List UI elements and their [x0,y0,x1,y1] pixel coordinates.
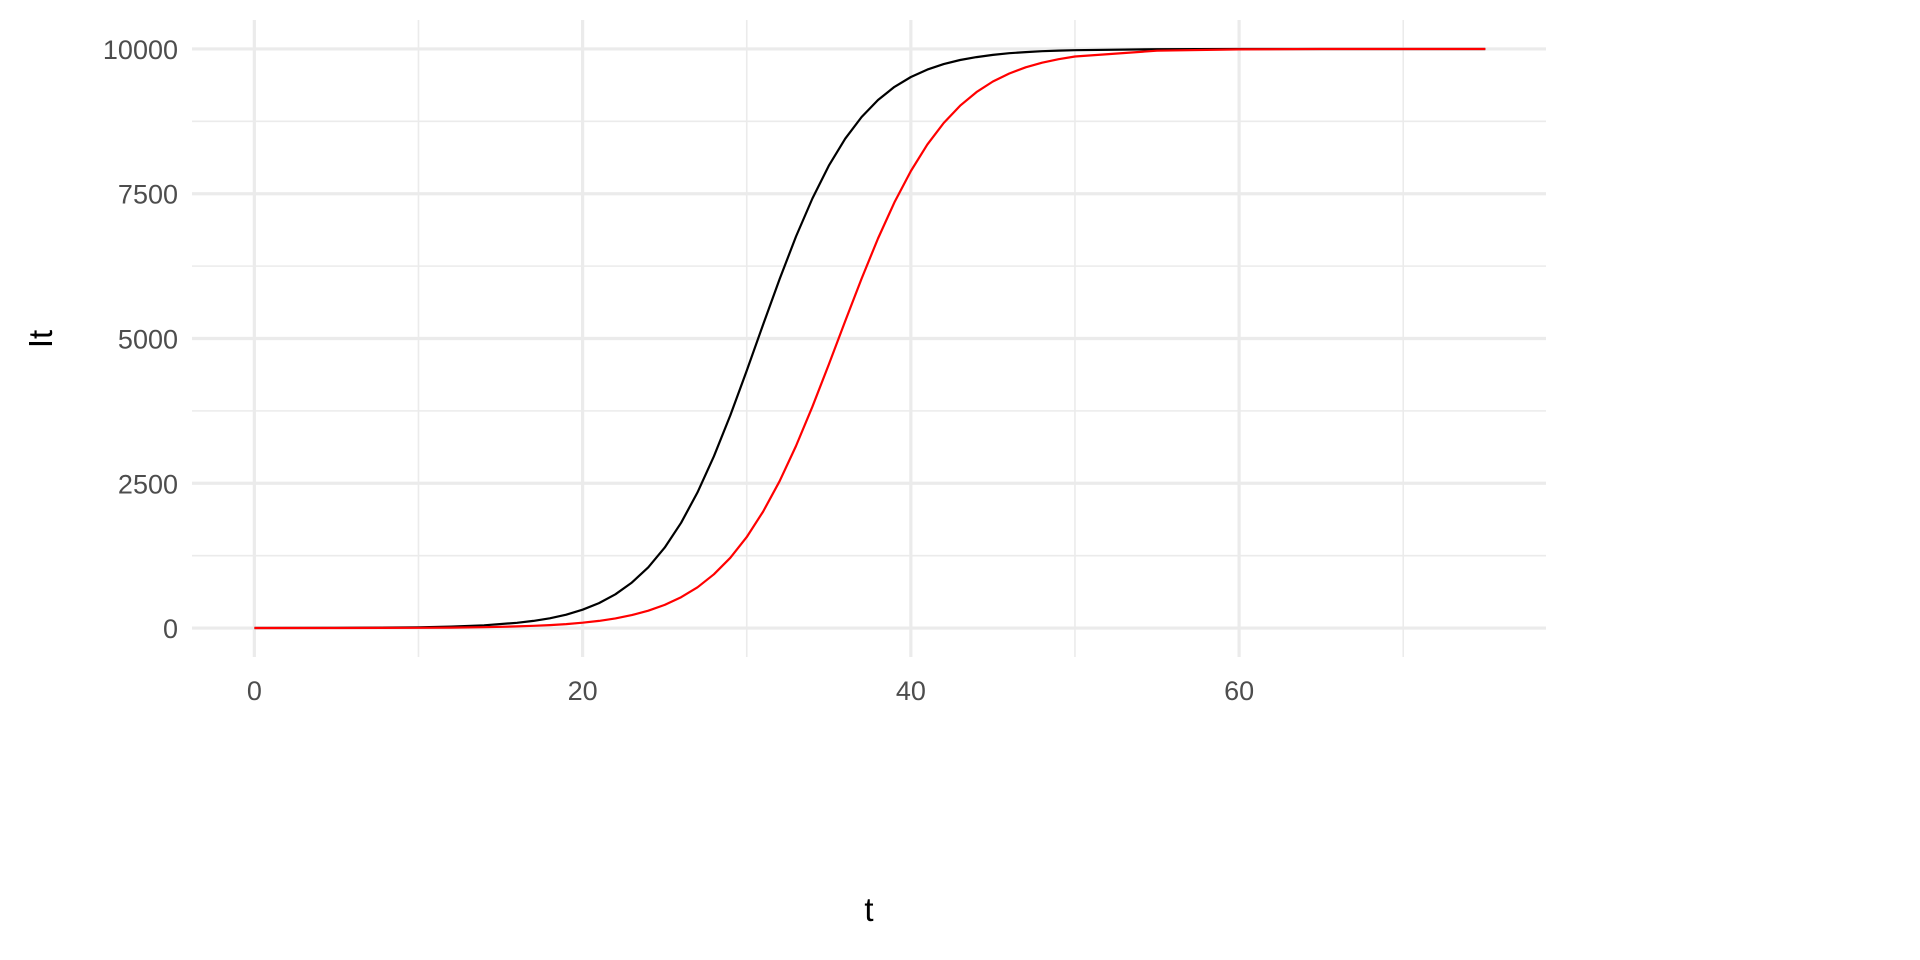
y-tick-label: 10000 [103,35,178,65]
x-tick-label: 20 [568,676,598,706]
y-tick-label: 5000 [118,325,178,355]
y-axis-title: It [22,330,59,348]
y-tick-label: 0 [163,614,178,644]
x-tick-label: 40 [896,676,926,706]
tick-labels: 0 2500 5000 7500 10000 0 20 40 60 [103,35,1254,706]
series-lines [254,47,1486,630]
series-line-0 [254,47,1486,630]
x-tick-label: 60 [1224,676,1254,706]
y-tick-label: 7500 [118,180,178,210]
y-tick-label: 2500 [118,469,178,499]
x-axis-title: t [864,891,873,928]
grid [192,20,1546,657]
series-line-1 [254,47,1486,630]
x-tick-label: 0 [247,676,262,706]
